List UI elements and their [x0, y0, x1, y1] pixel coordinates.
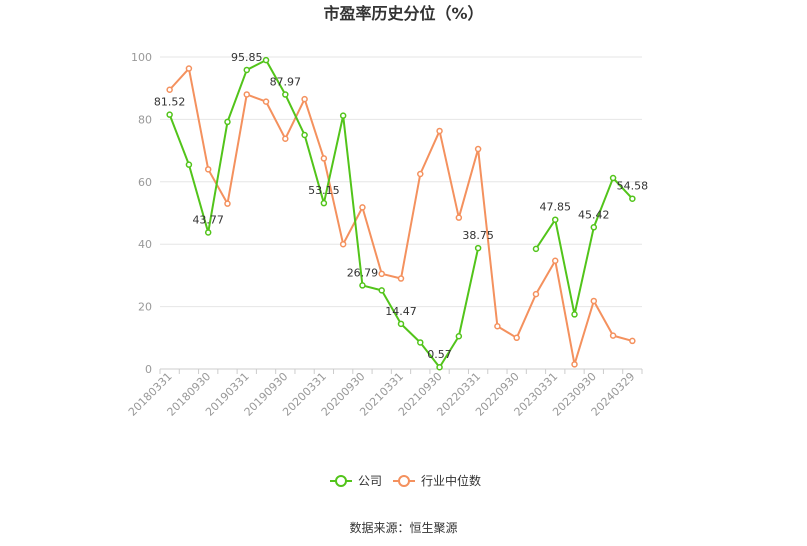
legend-item-行业中位数[interactable]: 行业中位数: [393, 473, 481, 488]
data-label: 87.97: [270, 76, 302, 89]
data-label: 38.75: [462, 229, 494, 242]
legend-item-公司[interactable]: 公司: [330, 474, 382, 488]
data-point: [185, 161, 193, 168]
series-行业中位数: [166, 65, 636, 368]
y-axis: 0 20 40 60 80 100: [131, 51, 152, 376]
y-tick-label: 0: [145, 363, 152, 376]
data-point: [320, 155, 328, 162]
y-tick-label: 60: [138, 176, 152, 189]
data-point: [455, 332, 463, 340]
y-tick-label: 40: [138, 238, 152, 251]
data-label: 45.42: [578, 208, 610, 221]
data-point: [224, 118, 231, 126]
data-label: 14.47: [385, 305, 417, 318]
data-point: [474, 244, 482, 252]
data-point: [301, 131, 308, 139]
series-line: [535, 177, 634, 316]
data-point: [204, 229, 212, 236]
data-point: [532, 290, 540, 298]
data-point: [204, 166, 212, 173]
data-point: [359, 282, 366, 289]
data-point: [166, 86, 173, 94]
data-label: 0.57: [427, 348, 452, 361]
data-label: 54.58: [617, 180, 649, 193]
data-point: [320, 199, 328, 207]
legend-label: 公司: [358, 474, 382, 488]
data-point: [551, 216, 559, 223]
data-point: [243, 91, 251, 98]
y-tick-label: 100: [131, 51, 152, 64]
data-point: [339, 112, 347, 119]
y-tick-label: 20: [138, 301, 152, 314]
data-point: [494, 323, 501, 330]
data-point: [571, 361, 578, 368]
legend-swatch-marker: [398, 475, 410, 487]
data-point: [609, 174, 617, 182]
chart-title: 市盈率历史分位（%）: [323, 4, 483, 23]
legend-swatch-marker: [335, 475, 347, 487]
data-point: [397, 320, 405, 328]
series-公司: 81.52 43.77 95.85 87.97 53.15 26.79 14.47 0.57 3…: [154, 51, 649, 371]
data-point: [513, 334, 520, 342]
plot-area: 81.52 43.77 95.85 87.97 53.15 26.79 14.47 0.57 3…: [154, 51, 649, 371]
data-point: [590, 297, 598, 305]
data-point: [282, 135, 289, 142]
data-point: [609, 332, 617, 339]
legend[interactable]: 公司 行业中位数: [330, 473, 481, 488]
data-label: 26.79: [347, 266, 379, 279]
data-label: 47.85: [539, 201, 571, 214]
data-point: [417, 339, 424, 346]
data-point: [224, 200, 231, 207]
data-point: [301, 95, 308, 103]
data-point: [532, 245, 540, 253]
data-point: [359, 204, 366, 211]
data-point: [339, 240, 347, 248]
data-point: [590, 224, 598, 231]
data-point: [378, 270, 385, 278]
data-label: 95.85: [231, 51, 263, 64]
data-point: [436, 127, 443, 135]
x-axis: 2018033120180930201903312019093020200331…: [126, 369, 643, 419]
data-point: [474, 145, 482, 153]
data-point: [629, 195, 636, 202]
data-label: 53.15: [308, 184, 340, 197]
data-point: [397, 275, 405, 282]
data-point: [262, 56, 270, 64]
data-point: [455, 214, 463, 221]
data-point: [629, 337, 636, 345]
data-point: [378, 287, 385, 294]
data-label: 81.52: [154, 96, 186, 109]
data-point: [262, 98, 270, 105]
source-note: 数据来源：恒生聚源: [349, 520, 457, 535]
data-point: [551, 257, 559, 264]
data-point: [282, 91, 289, 98]
data-point: [571, 311, 578, 318]
data-point: [417, 170, 424, 178]
data-label: 43.77: [192, 213, 224, 226]
data-point: [436, 363, 443, 371]
grid-lines: [160, 56, 642, 370]
data-point: [185, 65, 193, 72]
legend-label: 行业中位数: [421, 473, 481, 488]
data-point: [243, 66, 251, 74]
data-point: [166, 111, 173, 118]
y-tick-label: 80: [138, 113, 152, 126]
series-line: [168, 67, 633, 366]
